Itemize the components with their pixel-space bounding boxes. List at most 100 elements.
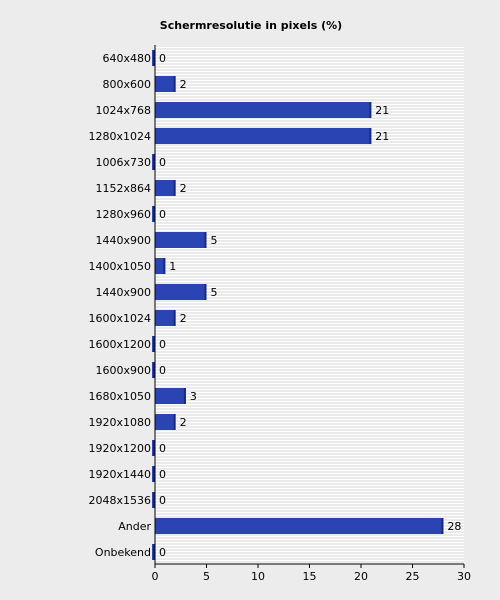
bar-shade bbox=[173, 76, 176, 92]
bar bbox=[155, 102, 372, 118]
category-label: 1920x1440 bbox=[89, 468, 152, 481]
x-tick-label: 15 bbox=[303, 570, 317, 583]
bar-shade bbox=[173, 310, 176, 326]
data-label: 0 bbox=[159, 468, 166, 481]
category-label: 1600x1200 bbox=[89, 338, 152, 351]
x-tick-label: 20 bbox=[354, 570, 368, 583]
bar-fill bbox=[155, 258, 166, 274]
category-label: 2048x1536 bbox=[89, 494, 152, 507]
data-label: 3 bbox=[190, 390, 197, 403]
data-label: 5 bbox=[211, 234, 218, 247]
data-label: 2 bbox=[180, 312, 187, 325]
x-tick-label: 0 bbox=[152, 570, 159, 583]
bar-shade bbox=[204, 284, 207, 300]
bar-shade bbox=[153, 206, 155, 222]
category-label: 1280x1024 bbox=[89, 130, 152, 143]
bar-fill bbox=[155, 128, 372, 144]
bar-fill bbox=[155, 388, 186, 404]
category-label: 1024x768 bbox=[96, 104, 152, 117]
bar bbox=[155, 180, 176, 196]
data-label: 0 bbox=[159, 546, 166, 559]
bar bbox=[155, 232, 207, 248]
category-label: 1006x730 bbox=[96, 156, 152, 169]
bar-fill bbox=[155, 518, 444, 534]
bar bbox=[152, 544, 155, 560]
bar bbox=[152, 492, 155, 508]
bar bbox=[155, 258, 166, 274]
data-label: 0 bbox=[159, 52, 166, 65]
bar-shade bbox=[369, 128, 372, 144]
category-label: 800x600 bbox=[102, 78, 151, 91]
category-label: 1920x1200 bbox=[89, 442, 152, 455]
bar-fill bbox=[155, 284, 207, 300]
bar-fill bbox=[155, 102, 372, 118]
data-label: 2 bbox=[180, 182, 187, 195]
x-tick-label: 10 bbox=[251, 570, 265, 583]
grid bbox=[155, 45, 464, 564]
category-label: 1680x1050 bbox=[89, 390, 152, 403]
bar bbox=[155, 284, 207, 300]
category-label: 1440x900 bbox=[96, 286, 152, 299]
data-label: 0 bbox=[159, 156, 166, 169]
bar-shade bbox=[173, 180, 176, 196]
bar-shade bbox=[173, 414, 176, 430]
bar bbox=[152, 206, 155, 222]
category-label: 1440x900 bbox=[96, 234, 152, 247]
x-tick-label: 30 bbox=[457, 570, 471, 583]
category-label: 1400x1050 bbox=[89, 260, 152, 273]
category-label: 1152x864 bbox=[96, 182, 152, 195]
category-label: 1600x900 bbox=[96, 364, 152, 377]
category-label: 1280x960 bbox=[96, 208, 152, 221]
bar bbox=[155, 76, 176, 92]
bar bbox=[152, 154, 155, 170]
category-label: 640x480 bbox=[102, 52, 151, 65]
bar-fill bbox=[155, 180, 176, 196]
data-label: 0 bbox=[159, 208, 166, 221]
bar-fill bbox=[155, 232, 207, 248]
x-axis: 0 5 10 15 20 25 30 bbox=[152, 45, 471, 583]
bar-fill bbox=[155, 76, 176, 92]
data-label: 0 bbox=[159, 338, 166, 351]
data-label: 2 bbox=[180, 78, 187, 91]
category-label: Onbekend bbox=[95, 546, 151, 559]
category-label: 1920x1080 bbox=[89, 416, 152, 429]
category-label: 1600x1024 bbox=[89, 312, 152, 325]
bar-shade bbox=[183, 388, 186, 404]
category-labels: 640x480 800x600 1024x768 1280x1024 1006x730 1… bbox=[89, 52, 152, 559]
bar-shade bbox=[153, 492, 155, 508]
data-label: 21 bbox=[375, 104, 389, 117]
bar-shade bbox=[153, 336, 155, 352]
bar-shade bbox=[441, 518, 444, 534]
bar-shade bbox=[153, 154, 155, 170]
data-label: 2 bbox=[180, 416, 187, 429]
bar bbox=[152, 440, 155, 456]
bars bbox=[152, 50, 444, 560]
x-tick-label: 25 bbox=[406, 570, 420, 583]
bar bbox=[155, 518, 444, 534]
chart-title: Schermresolutie in pixels (%) bbox=[160, 19, 342, 32]
bar-shade bbox=[153, 362, 155, 378]
x-tick-label: 5 bbox=[203, 570, 210, 583]
bar-shade bbox=[153, 50, 155, 66]
bar bbox=[152, 50, 155, 66]
bar bbox=[152, 466, 155, 482]
bar-shade bbox=[163, 258, 166, 274]
data-label: 28 bbox=[447, 520, 461, 533]
bar bbox=[155, 388, 186, 404]
data-label: 0 bbox=[159, 364, 166, 377]
data-label: 0 bbox=[159, 494, 166, 507]
bar-fill bbox=[155, 414, 176, 430]
bar-fill bbox=[155, 310, 176, 326]
bar bbox=[155, 414, 176, 430]
bar-shade bbox=[369, 102, 372, 118]
data-label: 0 bbox=[159, 442, 166, 455]
bar-shade bbox=[153, 544, 155, 560]
bar bbox=[155, 310, 176, 326]
bar-shade bbox=[204, 232, 207, 248]
data-label: 21 bbox=[375, 130, 389, 143]
data-label: 5 bbox=[211, 286, 218, 299]
bar-shade bbox=[153, 466, 155, 482]
